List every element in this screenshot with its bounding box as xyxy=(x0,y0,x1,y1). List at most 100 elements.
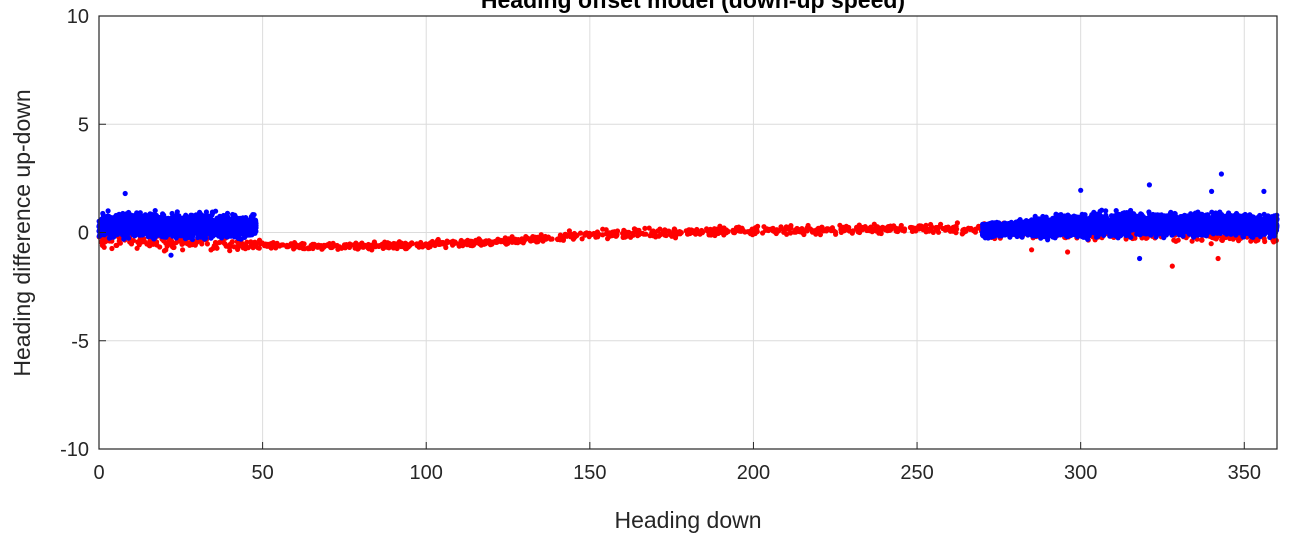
red-series-point xyxy=(712,232,718,239)
red-series-point xyxy=(560,236,567,242)
red-series-point xyxy=(450,238,456,244)
blue-series-point xyxy=(163,233,169,239)
red-series-point xyxy=(582,232,588,238)
red-series-point xyxy=(923,226,930,232)
red-series-point xyxy=(347,241,353,247)
blue-series-point xyxy=(213,208,219,214)
red-series-point xyxy=(134,245,140,251)
red-series-point xyxy=(364,243,370,249)
red-series-point xyxy=(1065,249,1071,255)
red-series-point xyxy=(960,230,966,236)
blue-series-point xyxy=(210,233,216,239)
blue-series-point xyxy=(130,219,136,225)
red-series-point xyxy=(781,229,787,235)
red-series-point xyxy=(621,227,627,233)
red-series-point xyxy=(1169,263,1175,269)
red-series-point xyxy=(255,245,261,251)
red-series-point xyxy=(332,243,338,249)
red-series-point xyxy=(820,228,827,234)
red-series-point xyxy=(954,220,961,226)
red-series-point xyxy=(943,226,949,232)
data-points xyxy=(96,171,1280,269)
red-series-point xyxy=(854,226,860,232)
red-series-point xyxy=(308,242,314,248)
blue-series-point xyxy=(165,222,171,228)
blue-series-point xyxy=(151,232,157,238)
red-series-point xyxy=(930,229,936,235)
red-series-point xyxy=(538,232,544,238)
red-series-point xyxy=(626,229,632,235)
red-series-point xyxy=(1253,238,1259,244)
red-series-point xyxy=(650,228,656,234)
red-series-point xyxy=(1211,235,1217,241)
red-series-point xyxy=(1171,237,1177,243)
red-series-point xyxy=(536,237,542,243)
red-series-point xyxy=(1199,237,1205,243)
red-series-point xyxy=(760,230,766,236)
red-series-point xyxy=(632,227,639,233)
red-series-point xyxy=(871,221,877,227)
red-series-point xyxy=(161,248,167,254)
red-series-point xyxy=(386,243,392,249)
blue-series-point xyxy=(251,212,257,218)
red-series-point xyxy=(299,240,305,247)
red-series-point xyxy=(717,223,723,229)
red-series-point xyxy=(1189,238,1195,244)
red-series-point xyxy=(923,222,929,228)
red-series-point xyxy=(1175,237,1181,243)
red-series-point xyxy=(277,243,283,249)
red-series-point xyxy=(257,240,263,246)
blue-series-point xyxy=(152,224,158,230)
blue-series-point xyxy=(146,231,152,237)
blue-series-point xyxy=(112,214,118,220)
red-series-point xyxy=(1219,235,1225,241)
red-series-point xyxy=(520,240,526,246)
blue-series-point xyxy=(232,218,238,224)
red-series-point xyxy=(263,241,269,248)
red-series-point xyxy=(146,243,152,249)
red-series-point xyxy=(753,228,760,235)
red-series-point xyxy=(379,241,385,247)
red-series-point xyxy=(457,241,464,247)
red-series-point xyxy=(606,231,612,237)
blue-series-point xyxy=(100,210,106,217)
blue-series-point xyxy=(224,210,231,216)
red-series-point xyxy=(227,243,233,250)
red-series-point xyxy=(313,243,319,249)
blue-series-point xyxy=(242,221,248,227)
red-series-point xyxy=(396,241,402,247)
red-series-point xyxy=(167,241,173,247)
red-series-point xyxy=(910,225,916,231)
blue-series-point xyxy=(115,219,121,225)
blue-series-point xyxy=(185,223,191,229)
red-series-point xyxy=(968,225,974,232)
red-series-point xyxy=(101,244,107,250)
red-series-point xyxy=(100,240,106,246)
red-series-point xyxy=(815,225,821,231)
blue-series-point xyxy=(250,226,256,232)
blue-series-point xyxy=(137,222,143,228)
red-series-point xyxy=(731,229,737,235)
blue-series-point xyxy=(225,221,231,227)
red-series-point xyxy=(642,225,648,231)
blue-series-point xyxy=(159,218,165,224)
blue-series-point xyxy=(130,232,136,238)
red-series-point xyxy=(323,243,329,249)
blue-series-point xyxy=(205,223,211,229)
red-series-point xyxy=(1208,241,1214,247)
blue-series-point xyxy=(204,217,210,223)
red-series-point xyxy=(208,247,214,253)
blue-series-point xyxy=(121,232,127,238)
red-series-point xyxy=(586,234,592,240)
blue-series-point xyxy=(152,217,158,223)
red-series-point xyxy=(890,223,896,229)
blue-series-point xyxy=(106,213,112,219)
red-series-point xyxy=(809,227,815,233)
blue-series-point xyxy=(193,229,199,235)
red-series-point xyxy=(771,228,777,234)
red-series-point xyxy=(671,232,677,238)
blue-series-point xyxy=(156,232,162,238)
red-series-point xyxy=(886,227,892,233)
red-series-point xyxy=(294,242,300,248)
